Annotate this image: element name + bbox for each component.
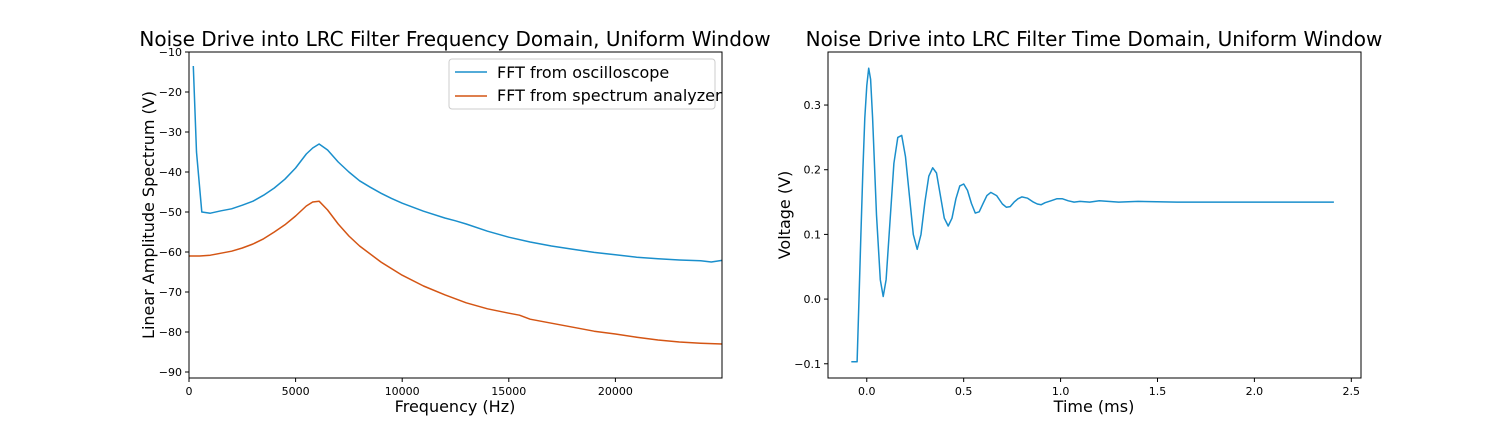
y-tick-label: 0.1 <box>804 228 822 241</box>
x-axis-label: Time (ms) <box>1053 397 1135 416</box>
y-axis-ticks: −0.1 0.0 0.1 0.2 0.3 <box>794 99 828 371</box>
x-tick-label: 15000 <box>491 385 526 398</box>
x-tick-label: 1.5 <box>1149 385 1167 398</box>
y-tick-label: 0.0 <box>804 293 822 306</box>
y-tick-label: −70 <box>159 286 182 299</box>
legend-label-spectrum-analyzer: FFT from spectrum analyzer <box>497 86 722 105</box>
x-axis-ticks: 0.0 0.5 1.0 1.5 2.0 2.5 <box>858 378 1360 398</box>
x-axis-label: Frequency (Hz) <box>395 397 516 416</box>
series-group <box>851 67 1334 363</box>
y-tick-label: −40 <box>159 166 182 179</box>
plot-area <box>827 51 1362 379</box>
y-tick-label: −30 <box>159 126 182 139</box>
x-tick-label: 1.0 <box>1052 385 1070 398</box>
y-tick-label: −0.1 <box>794 358 821 371</box>
x-tick-label: 0.0 <box>858 385 876 398</box>
legend: FFT from oscilloscope FFT from spectrum … <box>448 58 722 110</box>
x-tick-label: 2.0 <box>1246 385 1264 398</box>
y-axis-label: Voltage (V) <box>775 171 794 260</box>
series-line-0 <box>851 67 1334 363</box>
x-tick-label: 20000 <box>598 385 633 398</box>
x-tick-label: 0 <box>186 385 193 398</box>
series-line-1 <box>189 200 723 345</box>
legend-box <box>448 58 716 110</box>
x-axis-ticks: 0 5000 10000 15000 20000 <box>186 378 633 398</box>
chart-title: Noise Drive into LRC Filter Frequency Do… <box>139 27 770 51</box>
x-tick-label: 10000 <box>385 385 420 398</box>
y-tick-label: 0.2 <box>804 164 822 177</box>
y-tick-label: 0.3 <box>804 99 822 112</box>
x-tick-label: 5000 <box>282 385 310 398</box>
series-line-0 <box>192 65 723 263</box>
chart-title: Noise Drive into LRC Filter Time Domain,… <box>806 27 1383 51</box>
y-axis-ticks: −90 −80 −70 −60 −50 −40 −30 −20 −10 <box>159 46 189 379</box>
y-tick-label: −90 <box>159 366 182 379</box>
y-tick-label: −80 <box>159 326 182 339</box>
frequency-domain-chart: Noise Drive into LRC Filter Frequency Do… <box>139 27 771 416</box>
time-domain-chart: Noise Drive into LRC Filter Time Domain,… <box>775 27 1382 416</box>
y-axis-label: Linear Amplitude Spectrum (V) <box>139 91 158 339</box>
plot-area <box>188 51 723 379</box>
x-tick-label: 2.5 <box>1343 385 1361 398</box>
series-group <box>189 65 723 345</box>
y-tick-label: −60 <box>159 246 182 259</box>
y-tick-label: −20 <box>159 86 182 99</box>
x-tick-label: 0.5 <box>955 385 973 398</box>
legend-label-oscilloscope: FFT from oscilloscope <box>497 63 669 82</box>
y-tick-label: −10 <box>159 46 182 59</box>
y-tick-label: −50 <box>159 206 182 219</box>
